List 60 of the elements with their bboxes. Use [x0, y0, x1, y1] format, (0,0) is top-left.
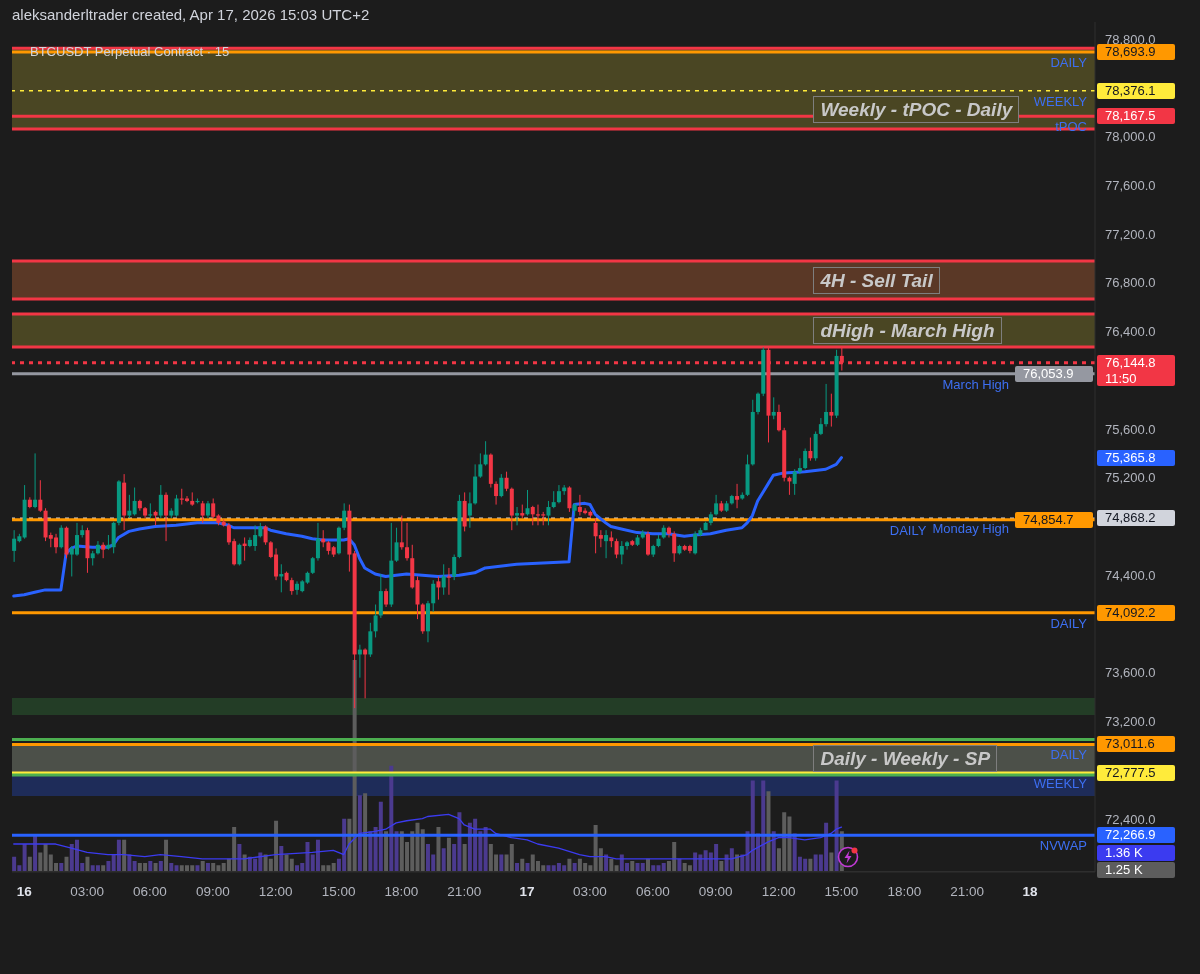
text: 1.36 K: [1105, 844, 1144, 861]
annotation: 72,266.9: [1105, 827, 1157, 844]
x-tick-label: 09:00: [698, 884, 733, 899]
y-tick-label: 78,800.0: [1105, 31, 1156, 47]
y-tick-label: 78,000.0: [1105, 129, 1156, 145]
text: 11:50: [1105, 370, 1138, 386]
x-tick-label: 21:00: [447, 884, 482, 899]
text: BTCUSDT Perpetual Contract · 15: [30, 44, 230, 59]
ref-line-label: WEEKLY: [1033, 93, 1087, 109]
annotation: 72,777.5: [1105, 764, 1157, 781]
y-tick-label: 73,600.0: [1105, 665, 1156, 681]
x-tick-label: 18:00: [384, 884, 419, 899]
annotation: 76,144.8: [1105, 354, 1157, 371]
annotation: 76,053.9: [1023, 365, 1075, 382]
ref-line-label: DAILY: [1050, 615, 1087, 631]
annotation: 78,167.5: [1105, 108, 1157, 125]
annotation: 74,854.7: [1023, 511, 1075, 528]
band-label: Weekly - tPOC - Daily: [813, 96, 1020, 124]
annotation: 74,868.2: [1105, 510, 1157, 527]
y-tick-label: 76,800.0: [1105, 275, 1156, 291]
y-tick-label: 76,400.0: [1105, 324, 1156, 340]
x-tick-label: 17: [519, 884, 535, 899]
x-tick-label: 18: [1022, 884, 1039, 899]
band-label: Daily - Weekly - SP: [813, 745, 998, 773]
chart-title: aleksanderltrader created, Apr 17, 2026 15:03 UTC+2: [12, 6, 370, 23]
band-label: dHigh - March High: [813, 316, 1002, 344]
ref-line-label: WEEKLY: [1033, 775, 1087, 791]
y-tick-label: 75,365.8: [1105, 449, 1157, 466]
y-tick-label: 77,600.0: [1105, 177, 1156, 193]
ref-line-label: Monday High: [932, 521, 1009, 537]
x-tick-label: 12:00: [761, 884, 796, 899]
y-tick-label: 75,200.0: [1105, 470, 1156, 486]
x-tick-label: 15:00: [321, 884, 356, 899]
x-tick-label: 15:00: [824, 884, 859, 899]
x-tick-label: 03:00: [573, 884, 607, 899]
text: 1.25 K: [1105, 861, 1144, 878]
y-tick-label: 74,400.0: [1105, 567, 1156, 583]
annotation: 74,092.2: [1105, 604, 1157, 621]
ref-line-label: DAILY: [1050, 54, 1087, 70]
x-tick-label: 03:00: [70, 884, 104, 899]
annotation: 78,693.9: [1105, 44, 1157, 60]
ref-line-label: DAILY: [1050, 747, 1087, 763]
x-tick-label: 06:00: [133, 884, 167, 899]
y-tick-label: 77,200.0: [1105, 226, 1156, 242]
y-tick-label: 75,600.0: [1105, 421, 1156, 437]
ref-line-label: NVWAP: [1039, 838, 1087, 854]
x-tick-label: 21:00: [950, 884, 985, 899]
ref-line-label: March High: [942, 376, 1009, 392]
annotation: 78,376.1: [1105, 82, 1157, 99]
x-tick-label: 06:00: [635, 884, 670, 899]
ref-line-label: DAILY: [889, 522, 927, 538]
y-tick-label: 72,400.0: [1105, 811, 1156, 827]
band-label: 4H - Sell Tail: [813, 266, 940, 294]
x-tick-label: 18:00: [887, 884, 922, 899]
y-tick-label: 73,200.0: [1105, 714, 1156, 730]
x-tick-label: 09:00: [195, 884, 230, 899]
annotation: 73,011.6: [1105, 736, 1156, 753]
ref-line-label: tPOC: [1055, 119, 1087, 135]
x-tick-label: 16: [16, 884, 33, 899]
x-tick-label: 12:00: [258, 884, 293, 899]
